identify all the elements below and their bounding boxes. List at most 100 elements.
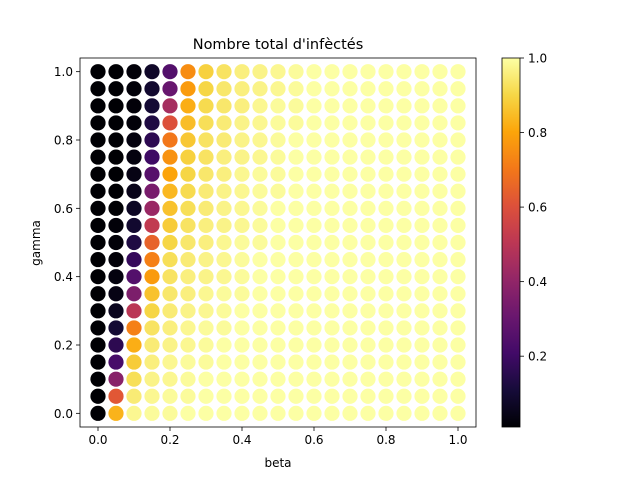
data-point (252, 115, 268, 131)
data-point (270, 269, 286, 285)
data-point (414, 354, 430, 370)
data-point (162, 286, 178, 302)
data-point (324, 81, 340, 97)
data-point (360, 132, 376, 148)
data-point (162, 251, 178, 268)
data-point (270, 149, 286, 165)
data-point (306, 354, 322, 370)
data-point (342, 132, 358, 148)
data-point (360, 320, 376, 336)
data-point (288, 234, 304, 251)
data-point (234, 337, 250, 353)
data-point (252, 371, 268, 387)
data-point (216, 303, 232, 319)
data-point (306, 166, 322, 182)
data-point (378, 115, 394, 131)
data-point (450, 371, 466, 387)
data-point (324, 64, 340, 80)
data-point (324, 337, 340, 353)
y-tick-label: 0.2 (54, 339, 73, 353)
data-point (90, 337, 106, 353)
data-point (126, 303, 142, 319)
data-point (252, 388, 268, 404)
data-point (450, 251, 466, 268)
data-point (378, 217, 394, 234)
data-point (216, 200, 232, 216)
data-point (378, 81, 394, 97)
data-point (378, 388, 394, 404)
data-point (198, 217, 214, 234)
data-point (234, 286, 250, 302)
data-point (414, 269, 430, 285)
data-point (216, 217, 232, 234)
data-point (162, 200, 178, 216)
data-point (234, 217, 250, 234)
data-point (180, 98, 196, 114)
data-point (162, 217, 178, 234)
data-point (306, 303, 322, 319)
data-point (234, 115, 250, 131)
data-point (144, 64, 160, 80)
data-point (90, 98, 106, 114)
data-point (432, 132, 448, 148)
data-point (198, 251, 214, 268)
data-point (432, 200, 448, 216)
data-point (414, 149, 430, 165)
data-point (144, 217, 160, 234)
data-point (432, 337, 448, 353)
data-point (270, 166, 286, 182)
data-point (198, 132, 214, 148)
data-point (324, 320, 340, 336)
data-point (270, 354, 286, 370)
colorbar-tick-label: 1.0 (528, 52, 547, 66)
colorbar-tick-label: 0.6 (528, 201, 547, 215)
data-point (270, 200, 286, 216)
data-point (342, 64, 358, 80)
data-point (270, 132, 286, 148)
data-point (450, 303, 466, 319)
data-point (396, 183, 412, 199)
data-point (432, 166, 448, 182)
data-point (180, 217, 196, 234)
data-point (378, 320, 394, 336)
data-point (180, 251, 196, 268)
data-point (378, 337, 394, 353)
data-point (378, 132, 394, 148)
data-point (90, 354, 106, 370)
data-point (342, 217, 358, 234)
data-point (108, 183, 124, 199)
data-point (180, 286, 196, 302)
data-point (90, 303, 106, 319)
data-point (108, 98, 124, 114)
data-point (324, 166, 340, 182)
data-point (378, 166, 394, 182)
y-tick-label: 0.4 (54, 270, 73, 284)
data-point (288, 81, 304, 97)
data-point (180, 149, 196, 165)
data-point (450, 132, 466, 148)
data-point (234, 371, 250, 387)
data-point (144, 132, 160, 148)
data-point (126, 115, 142, 131)
data-point (198, 320, 214, 336)
data-point (180, 132, 196, 148)
data-point (324, 388, 340, 404)
data-point (396, 337, 412, 353)
data-point (396, 217, 412, 234)
colorbar: 0.2 0.4 0.6 0.8 1.0 (501, 52, 547, 428)
data-point (306, 200, 322, 216)
data-point (252, 354, 268, 370)
data-point (396, 320, 412, 336)
data-point (270, 388, 286, 404)
data-point (306, 320, 322, 336)
data-point (90, 405, 106, 421)
data-point (198, 64, 214, 80)
chart-title: Nombre total d'infèctés (193, 37, 364, 53)
data-point (90, 388, 106, 404)
data-point (252, 251, 268, 268)
data-point (180, 81, 196, 97)
data-point (324, 303, 340, 319)
data-point (198, 405, 214, 421)
data-point (216, 64, 232, 80)
data-point (180, 303, 196, 319)
